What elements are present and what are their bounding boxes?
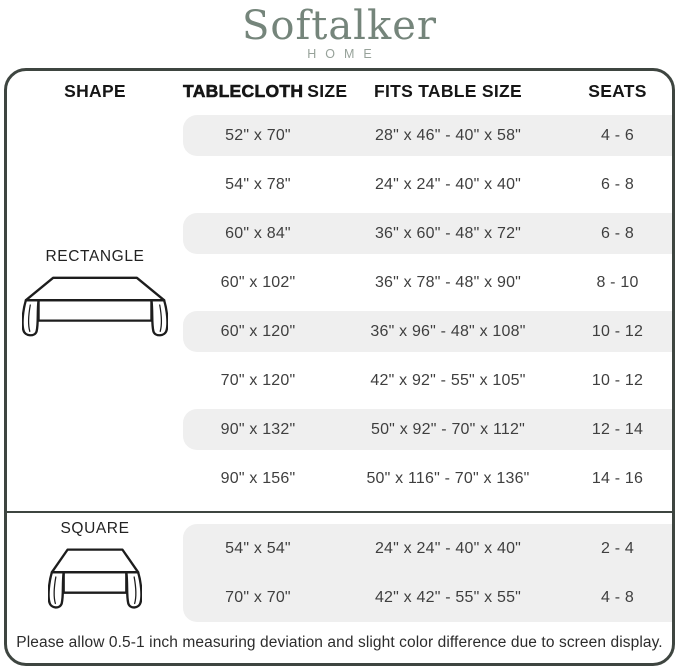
fits-table-size-cell: 50" x 116" - 70" x 136" (366, 469, 530, 487)
fits-table-size-cell: 42" x 42" - 55" x 55" (374, 588, 522, 606)
tablecloth-size-cell: 90" x 156" (220, 469, 296, 487)
seats-cell: 12 - 14 (591, 420, 644, 438)
fits-table-size-cell: 24" x 24" - 40" x 40" (374, 175, 522, 193)
tablecloth-size-cell: 54" x 78" (225, 175, 291, 193)
seats-cell: 6 - 8 (600, 224, 634, 242)
seats-cell: 2 - 4 (600, 539, 634, 557)
table-row: 60" x 120" 36" x 96" - 48" x 108" 10 - 1… (183, 307, 672, 356)
footer: Please allow 0.5-1 inch measuring deviat… (7, 623, 672, 663)
table-row: 60" x 84" 36" x 60" - 48" x 72" 6 - 8 (183, 209, 672, 258)
table-header-row: SHAPE TABLECLOTH SIZE FITS TABLE SIZE SEA… (7, 71, 672, 111)
table-row: 52" x 70" 28" x 46" - 40" x 58" 4 - 6 (183, 111, 672, 160)
rectangle-shape-column: RECTANGLE (7, 98, 183, 490)
table-row: 90" x 132" 50" x 92" - 70" x 112" 12 - 1… (183, 405, 672, 454)
seats-cell: 10 - 12 (591, 371, 644, 389)
fits-table-size-cell: 36" x 96" - 48" x 108" (370, 322, 526, 340)
rectangle-rows: 52" x 70" 28" x 46" - 40" x 58" 4 - 6 54… (183, 111, 672, 503)
tablecloth-size-cell: 54" x 54" (225, 539, 291, 557)
seats-cell: 8 - 10 (596, 273, 639, 291)
brand-logo-text: Softalker (241, 3, 438, 49)
square-shape-column: SQUARE (7, 513, 183, 623)
square-tablecloth-icon (48, 548, 142, 609)
column-header-seats: SEATS (588, 80, 647, 101)
seats-cell: 14 - 16 (591, 469, 644, 487)
column-header-tablecloth-strong: TABLECLOTH (183, 80, 304, 101)
tablecloth-size-cell: 60" x 84" (225, 224, 291, 242)
square-section: SQUARE 54" x 54" 24" x 24" - 40" x 40" 2… (7, 513, 672, 623)
fits-table-size-cell: 50" x 92" - 70" x 112" (370, 420, 526, 438)
fits-table-size-cell: 42" x 92" - 55" x 105" (370, 371, 526, 389)
brand-subtitle: HOME (307, 47, 381, 61)
section-divider (7, 503, 672, 513)
table-row: 70" x 120" 42" x 92" - 55" x 105" 10 - 1… (183, 356, 672, 405)
shape-label-rectangle: RECTANGLE (45, 248, 145, 265)
fits-table-size-cell: 36" x 78" - 48" x 90" (374, 273, 522, 291)
column-header-tablecloth-size: TABLECLOTH SIZE (183, 80, 347, 102)
fits-table-size-cell: 24" x 24" - 40" x 40" (374, 539, 522, 557)
seats-cell: 4 - 8 (600, 588, 634, 606)
rectangle-section: RECTANGLE 52" x 70" 28" x 46" - 40" x 58… (7, 111, 672, 503)
rectangle-tablecloth-icon (22, 276, 168, 337)
seats-cell: 4 - 6 (600, 126, 634, 144)
seats-cell: 10 - 12 (591, 322, 644, 340)
shape-label-square: SQUARE (60, 520, 130, 537)
table-row: 54" x 54" 24" x 24" - 40" x 40" 2 - 4 (183, 524, 672, 573)
table-row: 54" x 78" 24" x 24" - 40" x 40" 6 - 8 (183, 160, 672, 209)
table-row: 60" x 102" 36" x 78" - 48" x 90" 8 - 10 (183, 258, 672, 307)
fits-table-size-cell: 36" x 60" - 48" x 72" (374, 224, 522, 242)
square-rows: 54" x 54" 24" x 24" - 40" x 40" 2 - 4 70… (183, 513, 672, 623)
column-header-fits-table-size: FITS TABLE SIZE (373, 80, 523, 101)
tablecloth-size-cell: 90" x 132" (220, 420, 296, 438)
tablecloth-size-cell: 60" x 102" (220, 273, 296, 291)
brand-header: Softalker HOME (0, 0, 679, 68)
tablecloth-size-cell: 70" x 120" (220, 371, 296, 389)
disclaimer-note: Please allow 0.5-1 inch measuring deviat… (16, 634, 663, 651)
column-header-tablecloth-rest: SIZE (307, 80, 348, 101)
fits-table-size-cell: 28" x 46" - 40" x 58" (374, 126, 522, 144)
column-header-shape: SHAPE (64, 80, 126, 101)
tablecloth-size-cell: 70" x 70" (225, 588, 291, 606)
table-row: 90" x 156" 50" x 116" - 70" x 136" 14 - … (183, 454, 672, 503)
tablecloth-size-cell: 60" x 120" (220, 322, 296, 340)
table-row: 70" x 70" 42" x 42" - 55" x 55" 4 - 8 (183, 573, 672, 622)
tablecloth-size-cell: 52" x 70" (225, 126, 291, 144)
seats-cell: 6 - 8 (600, 175, 634, 193)
size-chart-frame: SHAPE TABLECLOTH SIZE FITS TABLE SIZE SEA… (4, 68, 675, 666)
